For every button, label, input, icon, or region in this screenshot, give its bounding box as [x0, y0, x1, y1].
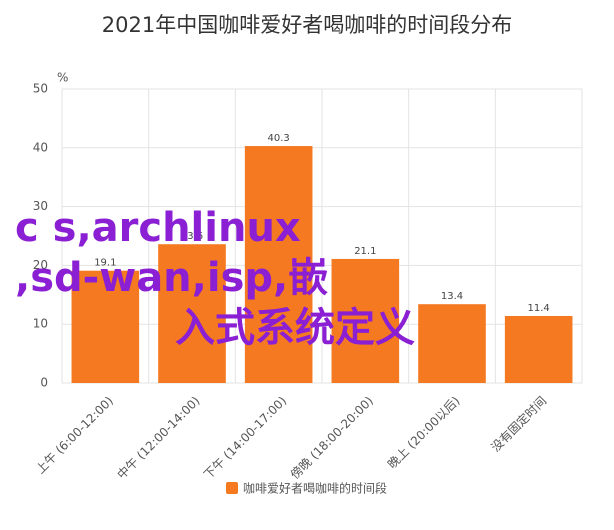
x-tick-label: 晚上 (20:00以后)	[385, 394, 463, 472]
value-label: 19.1	[94, 258, 116, 269]
value-label: 13.4	[441, 291, 463, 302]
value-label: 23.6	[181, 231, 203, 242]
bar	[244, 146, 313, 383]
x-tick-label: 上午 (6:00-12:00)	[33, 394, 116, 477]
x-tick-label: 下午 (14:00-17:00)	[201, 394, 289, 482]
y-tick-label: 50	[33, 82, 48, 96]
bar	[71, 270, 140, 383]
bar	[504, 315, 573, 383]
y-tick-label: 40	[33, 140, 48, 154]
x-tick-label: 没有固定时间	[488, 393, 550, 455]
watermark-text: 入式系统定义	[175, 305, 415, 351]
y-tick-label: 10	[33, 317, 48, 331]
y-unit: %	[57, 71, 68, 85]
legend-label: 咖啡爱好者喝咖啡的时间段	[243, 481, 387, 496]
chart-title: 2021年中国咖啡爱好者喝咖啡的时间段分布	[102, 13, 512, 37]
bar	[331, 258, 400, 383]
x-tick-label: 中午 (12:00-14:00)	[114, 393, 203, 482]
value-label: 21.1	[354, 246, 376, 257]
bar	[158, 244, 226, 383]
legend-swatch	[226, 482, 238, 494]
value-label: 40.3	[268, 133, 290, 144]
y-tick-label: 20	[33, 258, 48, 272]
x-tick-label: 傍晚 (18:00-20:00)	[287, 393, 376, 482]
watermark-text: ,sd-wan,isp,嵌	[15, 255, 328, 301]
watermark-text: c s,archlinux	[15, 205, 301, 251]
y-tick-label: 30	[33, 199, 48, 213]
bar	[418, 304, 486, 383]
y-tick-label: 0	[40, 376, 48, 390]
value-label: 11.4	[528, 303, 550, 314]
